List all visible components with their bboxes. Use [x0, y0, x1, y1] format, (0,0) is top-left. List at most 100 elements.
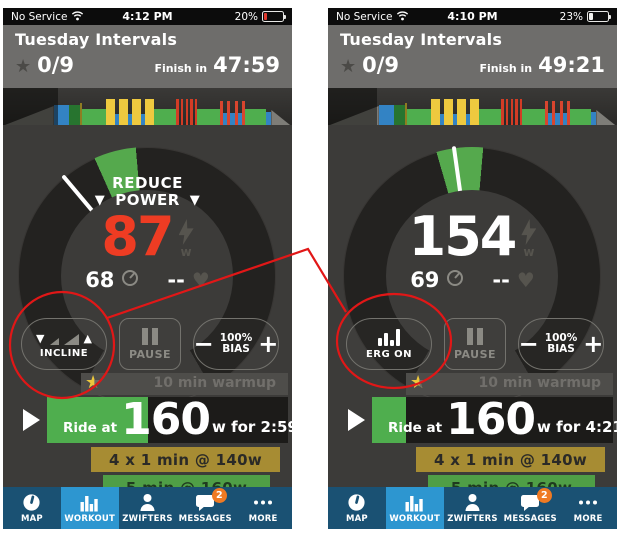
tab-label: MESSAGES — [178, 513, 232, 524]
heart-icon: ♥ — [191, 268, 210, 292]
star-count: 0/9 — [362, 53, 400, 77]
tab-label: MORE — [248, 513, 278, 524]
tab-messages[interactable]: 2 MESSAGES — [176, 487, 234, 529]
cadence-gauge-icon — [446, 268, 464, 292]
incline-down-icon[interactable]: ▼ — [36, 332, 45, 345]
bias-minus-button[interactable]: − — [518, 330, 539, 358]
status-bar: 4:10 PM No Service 23% — [328, 8, 617, 25]
tab-more[interactable]: MORE — [234, 487, 292, 529]
tab-label: MAP — [20, 513, 43, 524]
tab-workout[interactable]: WORKOUT — [60, 487, 119, 529]
tab-map[interactable]: MAP — [328, 487, 386, 529]
profile-bar — [596, 110, 616, 125]
interval-row-current: Ride at 160 w for 4:21 — [348, 394, 617, 445]
gauge-panel: REDUCE ▼ POWER ▼ 87 w 68 -- ♥ — [3, 125, 292, 487]
tab-label: MAP — [345, 513, 368, 524]
heart-rate-value: -- — [492, 268, 510, 292]
star-icon: ★ — [340, 56, 357, 77]
tab-more[interactable]: MORE — [559, 487, 617, 529]
tab-label: WORKOUT — [64, 513, 116, 524]
power-value: 87 — [101, 205, 174, 268]
bias-minus-button[interactable]: − — [193, 330, 214, 358]
tab-workout[interactable]: WORKOUT — [385, 487, 444, 529]
warning-line1: REDUCE — [112, 174, 183, 192]
workout-title: Tuesday Intervals — [15, 30, 178, 49]
profile-bar — [230, 113, 235, 125]
interval-progress-fill — [47, 397, 149, 443]
incline-button[interactable]: ▼ ▲ INCLINE — [21, 318, 107, 370]
profile-bar — [522, 109, 545, 125]
carrier-label: No Service — [336, 10, 393, 23]
profile-bar — [547, 113, 553, 125]
profile-bar — [404, 103, 407, 125]
bias-value: 100% — [219, 332, 253, 344]
tab-zwifters[interactable]: ZWIFTERS — [444, 487, 502, 529]
profile-bar — [520, 99, 523, 125]
person-icon — [138, 493, 157, 512]
carrier-label: No Service — [11, 10, 68, 23]
bias-button[interactable]: − 100% BIAS + — [518, 318, 604, 370]
profile-progress-overlay — [3, 88, 58, 125]
tab-label: ZWIFTERS — [122, 513, 173, 524]
profile-bar — [271, 110, 291, 125]
unread-badge: 2 — [211, 487, 227, 503]
warmup-label: 10 min warmup — [478, 375, 601, 391]
play-arrow-icon[interactable] — [348, 409, 365, 431]
reduce-power-warning: REDUCE ▼ POWER ▼ — [3, 175, 292, 209]
target-power: 160 — [446, 394, 536, 445]
bias-plus-button[interactable]: + — [583, 330, 604, 358]
battery-percent: 23% — [559, 10, 583, 23]
target-power: 160 — [121, 394, 211, 445]
profile-bar — [393, 105, 405, 125]
wifi-icon — [396, 10, 409, 24]
finish-label: Finish in — [479, 62, 533, 75]
profile-bar — [470, 99, 479, 125]
map-gauge-icon — [22, 493, 41, 512]
battery-percent: 20% — [234, 10, 258, 23]
workout-profile — [328, 88, 617, 125]
gauge-panel: 154 w 69 -- ♥ ERG ON — [328, 125, 617, 487]
erg-mode-button[interactable]: ERG ON — [346, 318, 432, 370]
profile-bar — [190, 99, 193, 125]
profile-bar — [478, 109, 502, 125]
finish-time: 49:21 — [538, 53, 605, 77]
profile-bar — [185, 99, 189, 125]
pause-button[interactable]: PAUSE — [119, 318, 181, 370]
status-time: 4:12 PM — [122, 10, 173, 23]
tab-map[interactable]: MAP — [3, 487, 61, 529]
workout-header: Tuesday Intervals ★ 0/9 Finish in 47:59 — [3, 25, 292, 88]
workout-bars-icon — [405, 493, 424, 512]
finish-label: Finish in — [154, 62, 208, 75]
next-interval-label: 4 x 1 min @ 140w — [108, 450, 263, 469]
pause-button[interactable]: PAUSE — [444, 318, 506, 370]
power-unit: w — [180, 245, 192, 259]
pause-icon — [467, 327, 483, 345]
tab-zwifters[interactable]: ZWIFTERS — [119, 487, 177, 529]
incline-label: INCLINE — [39, 348, 89, 359]
time-remaining: 2:59 — [260, 418, 292, 436]
bottom-tab-bar: MAP WORKOUT ZWIFTERS 2 MESSAGES MORE — [3, 487, 292, 529]
profile-bar — [465, 114, 471, 125]
workout-bars-icon — [80, 493, 99, 512]
workout-header: Tuesday Intervals ★ 0/9 Finish in 49:21 — [328, 25, 617, 88]
down-arrow-icon: ▼ — [189, 193, 201, 208]
tab-messages[interactable]: 2 MESSAGES — [501, 487, 559, 529]
workout-title: Tuesday Intervals — [340, 30, 503, 49]
interval-row-warmup: ★ ★ 10 min warmup — [81, 373, 288, 395]
bias-plus-button[interactable]: + — [258, 330, 279, 358]
chat-bubble-icon: 2 — [195, 487, 227, 512]
profile-bar — [544, 101, 548, 125]
profile-bar — [222, 113, 228, 125]
status-bar: 4:12 PM No Service 20% — [3, 8, 292, 25]
incline-up-icon[interactable]: ▲ — [83, 332, 92, 345]
play-arrow-icon[interactable] — [23, 409, 40, 431]
profile-bar — [265, 112, 272, 125]
half-star-icon: ★ ★ — [410, 372, 427, 393]
bias-button[interactable]: − 100% BIAS + — [193, 318, 279, 370]
workout-profile — [3, 88, 292, 125]
heart-rate-value: -- — [167, 268, 185, 292]
profile-bar — [515, 99, 518, 125]
